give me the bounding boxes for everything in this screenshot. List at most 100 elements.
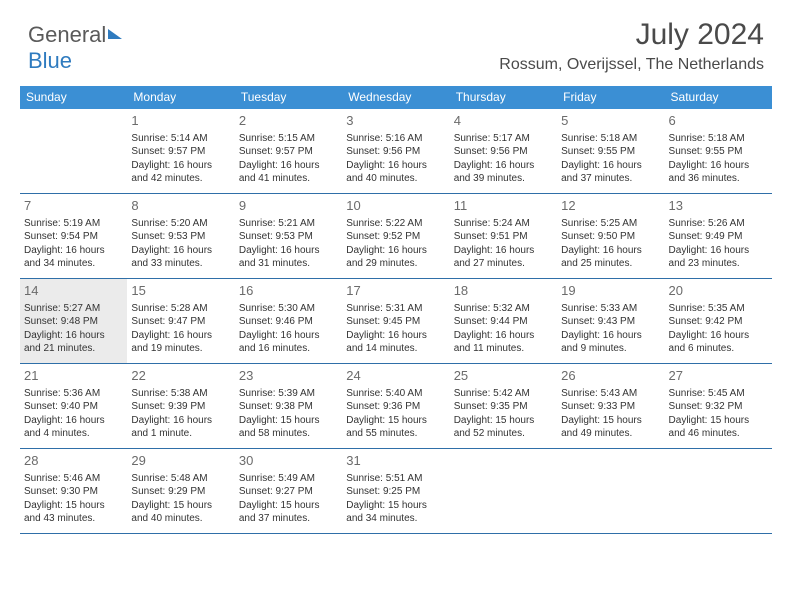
sunrise-text: Sunrise: 5:46 AM [24,472,123,486]
week-row: 14Sunrise: 5:27 AMSunset: 9:48 PMDayligh… [20,279,772,364]
daylight-text: Daylight: 16 hours and 33 minutes. [131,244,230,271]
sunset-text: Sunset: 9:51 PM [454,230,553,244]
day-number: 9 [239,197,338,215]
day-number: 20 [669,282,768,300]
sunset-text: Sunset: 9:40 PM [24,400,123,414]
sunset-text: Sunset: 9:50 PM [561,230,660,244]
weekday-header: Sunday [20,86,127,109]
daylight-text: Daylight: 16 hours and 23 minutes. [669,244,768,271]
daylight-text: Daylight: 16 hours and 21 minutes. [24,329,123,356]
day-cell: 18Sunrise: 5:32 AMSunset: 9:44 PMDayligh… [450,279,557,363]
sunset-text: Sunset: 9:46 PM [239,315,338,329]
day-number: 12 [561,197,660,215]
location-text: Rossum, Overijssel, The Netherlands [499,56,764,74]
sunrise-text: Sunrise: 5:24 AM [454,217,553,231]
sunset-text: Sunset: 9:56 PM [454,145,553,159]
sunset-text: Sunset: 9:39 PM [131,400,230,414]
day-cell: 14Sunrise: 5:27 AMSunset: 9:48 PMDayligh… [20,279,127,363]
sunset-text: Sunset: 9:30 PM [24,485,123,499]
day-cell: 23Sunrise: 5:39 AMSunset: 9:38 PMDayligh… [235,364,342,448]
logo-mark-icon [108,29,122,39]
daylight-text: Daylight: 15 hours and 58 minutes. [239,414,338,441]
day-cell: 19Sunrise: 5:33 AMSunset: 9:43 PMDayligh… [557,279,664,363]
sunset-text: Sunset: 9:29 PM [131,485,230,499]
sunrise-text: Sunrise: 5:16 AM [346,132,445,146]
sunset-text: Sunset: 9:57 PM [239,145,338,159]
sunset-text: Sunset: 9:33 PM [561,400,660,414]
sunrise-text: Sunrise: 5:38 AM [131,387,230,401]
sunset-text: Sunset: 9:43 PM [561,315,660,329]
sunrise-text: Sunrise: 5:28 AM [131,302,230,316]
sunrise-text: Sunrise: 5:36 AM [24,387,123,401]
weekday-header: Tuesday [235,86,342,109]
sunset-text: Sunset: 9:32 PM [669,400,768,414]
sunset-text: Sunset: 9:47 PM [131,315,230,329]
sunrise-text: Sunrise: 5:51 AM [346,472,445,486]
day-cell: 21Sunrise: 5:36 AMSunset: 9:40 PMDayligh… [20,364,127,448]
day-number: 25 [454,367,553,385]
daylight-text: Daylight: 16 hours and 29 minutes. [346,244,445,271]
daylight-text: Daylight: 16 hours and 36 minutes. [669,159,768,186]
week-row: 21Sunrise: 5:36 AMSunset: 9:40 PMDayligh… [20,364,772,449]
weekday-header: Wednesday [342,86,449,109]
daylight-text: Daylight: 15 hours and 55 minutes. [346,414,445,441]
day-number: 10 [346,197,445,215]
sunrise-text: Sunrise: 5:30 AM [239,302,338,316]
daylight-text: Daylight: 16 hours and 6 minutes. [669,329,768,356]
sunset-text: Sunset: 9:55 PM [669,145,768,159]
daylight-text: Daylight: 16 hours and 11 minutes. [454,329,553,356]
day-cell [20,109,127,193]
sunrise-text: Sunrise: 5:25 AM [561,217,660,231]
day-number: 7 [24,197,123,215]
sunset-text: Sunset: 9:57 PM [131,145,230,159]
sunrise-text: Sunrise: 5:49 AM [239,472,338,486]
day-cell: 9Sunrise: 5:21 AMSunset: 9:53 PMDaylight… [235,194,342,278]
sunrise-text: Sunrise: 5:15 AM [239,132,338,146]
day-cell: 1Sunrise: 5:14 AMSunset: 9:57 PMDaylight… [127,109,234,193]
daylight-text: Daylight: 15 hours and 43 minutes. [24,499,123,526]
day-cell [665,449,772,533]
day-cell: 5Sunrise: 5:18 AMSunset: 9:55 PMDaylight… [557,109,664,193]
sunrise-text: Sunrise: 5:22 AM [346,217,445,231]
day-number: 3 [346,112,445,130]
sunset-text: Sunset: 9:36 PM [346,400,445,414]
day-cell: 8Sunrise: 5:20 AMSunset: 9:53 PMDaylight… [127,194,234,278]
day-number: 26 [561,367,660,385]
daylight-text: Daylight: 15 hours and 46 minutes. [669,414,768,441]
day-number: 1 [131,112,230,130]
day-cell: 13Sunrise: 5:26 AMSunset: 9:49 PMDayligh… [665,194,772,278]
daylight-text: Daylight: 15 hours and 34 minutes. [346,499,445,526]
sunset-text: Sunset: 9:25 PM [346,485,445,499]
day-number: 11 [454,197,553,215]
daylight-text: Daylight: 16 hours and 14 minutes. [346,329,445,356]
sunrise-text: Sunrise: 5:32 AM [454,302,553,316]
sunset-text: Sunset: 9:35 PM [454,400,553,414]
sunrise-text: Sunrise: 5:42 AM [454,387,553,401]
day-number: 16 [239,282,338,300]
sunrise-text: Sunrise: 5:31 AM [346,302,445,316]
calendar: SundayMondayTuesdayWednesdayThursdayFrid… [20,86,772,534]
week-row: 1Sunrise: 5:14 AMSunset: 9:57 PMDaylight… [20,109,772,194]
day-cell: 7Sunrise: 5:19 AMSunset: 9:54 PMDaylight… [20,194,127,278]
week-row: 28Sunrise: 5:46 AMSunset: 9:30 PMDayligh… [20,449,772,534]
weekday-header-row: SundayMondayTuesdayWednesdayThursdayFrid… [20,86,772,109]
sunset-text: Sunset: 9:55 PM [561,145,660,159]
day-number: 29 [131,452,230,470]
day-number: 24 [346,367,445,385]
daylight-text: Daylight: 16 hours and 19 minutes. [131,329,230,356]
day-number: 4 [454,112,553,130]
daylight-text: Daylight: 16 hours and 41 minutes. [239,159,338,186]
daylight-text: Daylight: 15 hours and 52 minutes. [454,414,553,441]
brand-part2: Blue [28,48,72,73]
day-cell [450,449,557,533]
title-block: July 2024 Rossum, Overijssel, The Nether… [499,18,764,74]
day-cell: 25 Sunrise: 5:42 AMSunset: 9:35 PMDayligh… [450,364,557,448]
day-cell: 28Sunrise: 5:46 AMSunset: 9:30 PMDayligh… [20,449,127,533]
day-cell: 26Sunrise: 5:43 AMSunset: 9:33 PMDayligh… [557,364,664,448]
day-number: 31 [346,452,445,470]
daylight-text: Daylight: 16 hours and 4 minutes. [24,414,123,441]
month-title: July 2024 [499,18,764,52]
day-number: 22 [131,367,230,385]
day-number: 27 [669,367,768,385]
day-cell: 27Sunrise: 5:45 AMSunset: 9:32 PMDayligh… [665,364,772,448]
